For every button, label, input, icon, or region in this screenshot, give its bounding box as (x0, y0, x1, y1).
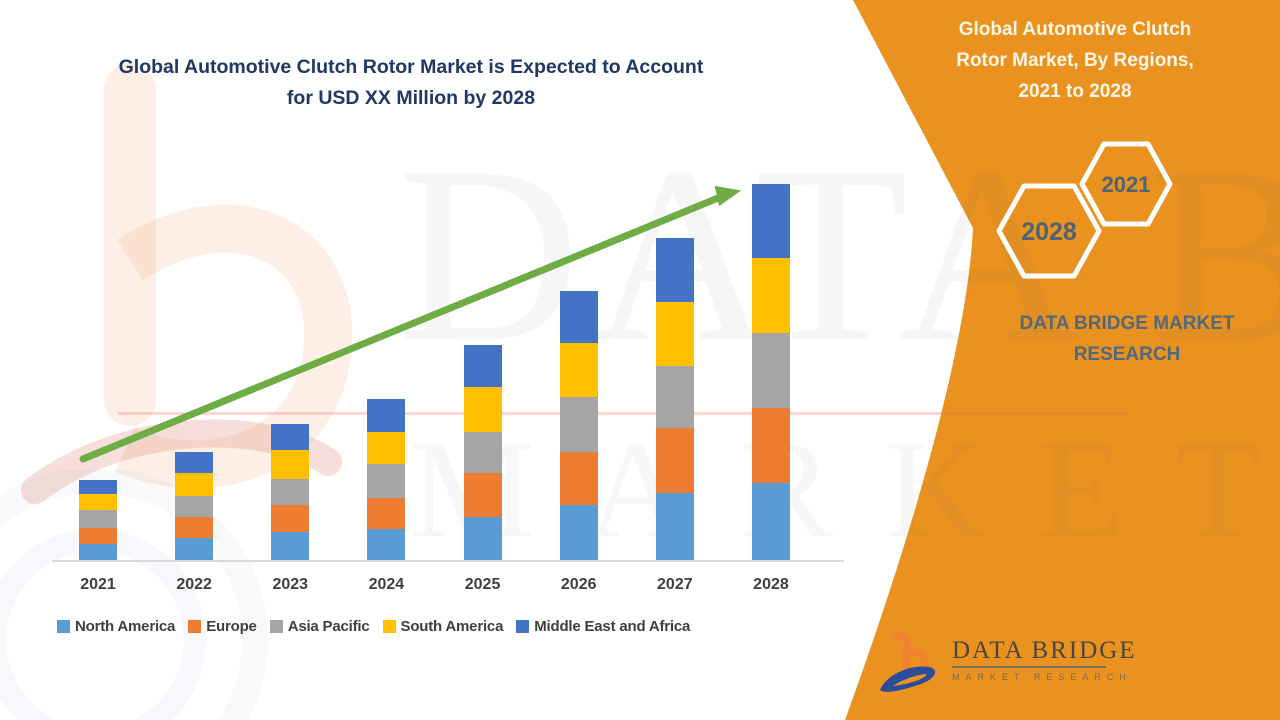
bar-segment-south-america (367, 432, 406, 464)
legend-label: Middle East and Africa (534, 618, 691, 635)
x-axis-label: 2025 (464, 576, 501, 593)
side-panel-brand-text: DATA BRIDGE MARKET RESEARCH (1019, 313, 1235, 365)
bar-segment-europe (751, 408, 790, 483)
bar-segment-middle-east-and-africa (271, 424, 310, 450)
x-axis-label: 2027 (657, 576, 693, 593)
bar-segment-europe (655, 428, 694, 493)
bar-segment-asia-pacific (367, 464, 406, 498)
bar-segment-north-america (463, 517, 502, 560)
bar-segment-europe (79, 528, 117, 544)
legend-label: Europe (206, 618, 257, 635)
bar-segment-asia-pacific (79, 510, 117, 528)
bar-segment-middle-east-and-africa (79, 480, 117, 494)
bar-segment-asia-pacific (655, 366, 694, 428)
bar-segment-middle-east-and-africa (655, 238, 694, 302)
hexagon-years: 2028 2021 (996, 141, 1173, 279)
x-axis-label: 2023 (272, 576, 309, 593)
databridge-logo-text: DATA BRIDGE MARKET RESEARCH (952, 638, 1137, 682)
legend-label: South America (400, 618, 504, 635)
legend-marker-icon (516, 620, 530, 633)
logo-underline (952, 666, 1106, 668)
bar-segment-north-america (175, 538, 214, 560)
bar-segment-middle-east-and-africa (367, 399, 406, 432)
logo-tagline: MARKET RESEARCH (952, 672, 1132, 682)
hexagon-2021 (1079, 141, 1173, 227)
legend-label: Asia Pacific (287, 618, 370, 635)
legend-marker-icon (269, 620, 283, 633)
bar-segment-middle-east-and-africa (751, 184, 790, 258)
bar-segment-south-america (79, 494, 117, 510)
bar-segment-south-america (559, 343, 598, 397)
x-axis-label: 2026 (560, 576, 597, 593)
chart-legend: North America Europe Asia Pacific South Ame… (57, 618, 690, 635)
legend-marker-icon (188, 620, 202, 633)
chart-title: Global Automotive Clutch Rotor Market is… (118, 56, 704, 109)
bar-segment-north-america (655, 493, 694, 560)
bar-segment-europe (559, 452, 598, 505)
databridge-logo: DATA BRIDGE MARKET RESEARCH (876, 630, 1137, 702)
bar-segment-south-america (751, 258, 790, 333)
x-axis-label: 2028 (753, 576, 789, 593)
x-axis-line (52, 560, 844, 562)
bar-segment-asia-pacific (463, 432, 502, 473)
bar-segment-middle-east-and-africa (463, 345, 502, 387)
side-panel-shape (845, 0, 1280, 720)
x-axis-label: 2022 (176, 576, 212, 593)
bar-segment-asia-pacific (175, 496, 214, 517)
bar-segment-middle-east-and-africa (559, 291, 598, 343)
bar-segment-north-america (751, 483, 790, 560)
legend-item-europe: Europe (188, 618, 257, 635)
bar-segment-north-america (559, 505, 598, 560)
bar-segment-asia-pacific (271, 479, 310, 505)
legend-item-north-america: North America (57, 618, 175, 635)
x-axis-label: 2021 (80, 576, 116, 593)
bar-segment-middle-east-and-africa (175, 452, 214, 473)
legend-marker-icon (382, 620, 396, 633)
bar-segment-asia-pacific (559, 397, 598, 452)
databridge-logo-icon (880, 632, 936, 692)
legend-item-middle-east-and-africa: Middle East and Africa (516, 618, 690, 635)
bar-segment-north-america (367, 529, 406, 560)
bar-segment-europe (271, 505, 310, 532)
hexagon-2028-label: 2028 (1021, 218, 1077, 246)
legend-label: North America (75, 618, 176, 635)
bar-segment-north-america (79, 544, 117, 560)
bar-segment-south-america (271, 450, 310, 479)
legend-item-south-america: South America (382, 618, 504, 635)
side-panel-title: Global Automotive Clutch Rotor Market, B… (956, 19, 1194, 102)
bar-segment-south-america (463, 387, 502, 432)
legend-item-asia-pacific: Asia Pacific (269, 618, 370, 635)
hexagon-2028 (996, 183, 1102, 279)
bar-segment-south-america (655, 302, 694, 366)
bar-segment-europe (175, 517, 214, 538)
bar-segment-europe (463, 473, 502, 517)
logo-name: DATA BRIDGE (952, 637, 1137, 664)
bar-segment-north-america (271, 532, 310, 560)
bar-segment-europe (367, 498, 406, 529)
legend-marker-icon (57, 620, 70, 633)
bar-segment-south-america (175, 473, 214, 496)
hexagon-2021-label: 2021 (1102, 172, 1151, 197)
x-axis-label: 2024 (368, 576, 405, 593)
bar-segment-asia-pacific (751, 333, 790, 408)
